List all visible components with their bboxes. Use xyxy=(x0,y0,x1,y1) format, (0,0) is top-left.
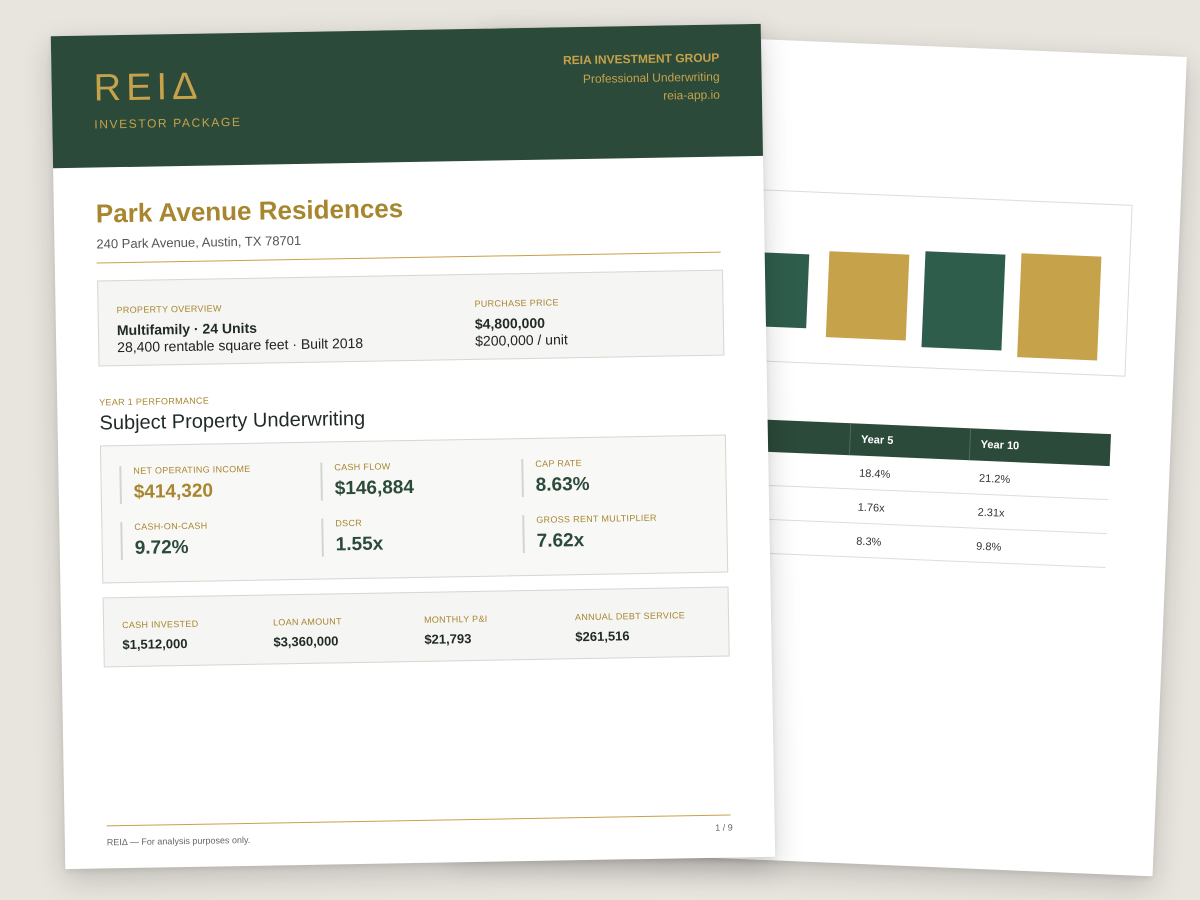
metrics-box: NET OPERATING INCOME $414,320 CASH FLOW $14… xyxy=(99,434,729,584)
property-name: Park Avenue Residences xyxy=(95,193,404,229)
price-label: PURCHASE PRICE xyxy=(474,297,559,309)
overview-label: PROPERTY OVERVIEW xyxy=(116,303,222,316)
financing-item: MONTHLY P&I $21,793 xyxy=(424,614,488,647)
financing-value: $1,512,000 xyxy=(122,635,188,653)
header-band: REIΔ INVESTOR PACKAGE REIA INVESTMENT GR… xyxy=(50,23,763,169)
metric: DSCR 1.55x xyxy=(321,517,384,557)
metric: GROSS RENT MULTIPLIER 7.62x xyxy=(522,512,658,554)
company-tagline: Professional Underwriting xyxy=(582,69,720,86)
overview-box: PROPERTY OVERVIEW Multifamily · 24 Units… xyxy=(97,269,725,367)
bar-shape xyxy=(825,251,910,341)
logo: REIΔ xyxy=(93,65,203,110)
company-name: REIA INVESTMENT GROUP xyxy=(562,50,720,68)
metric-label: DSCR xyxy=(335,517,363,529)
divider xyxy=(96,251,721,264)
table-cell: 8.3% xyxy=(856,535,882,549)
price-per-unit: $200,000 / unit xyxy=(475,331,568,349)
metric-label: CAP RATE xyxy=(535,458,582,469)
metric: CASH-ON-CASH 9.72% xyxy=(120,520,209,561)
metric-label: NET OPERATING INCOME xyxy=(133,463,251,476)
table-cell: 21.2% xyxy=(978,472,1011,486)
property-details: 28,400 rentable square feet · Built 2018 xyxy=(117,334,364,356)
metric-label: GROSS RENT MULTIPLIER xyxy=(536,512,657,525)
header-cell: Year 5 xyxy=(850,423,972,461)
financing-item: ANNUAL DEBT SERVICE $261,516 xyxy=(575,610,686,644)
table-cell: 18.4% xyxy=(858,467,891,481)
financing-item: LOAN AMOUNT $3,360,000 xyxy=(273,616,342,649)
metric: CASH FLOW $146,884 xyxy=(320,460,415,501)
property-address: 240 Park Avenue, Austin, TX 78701 xyxy=(96,232,302,252)
purchase-price: $4,800,000 xyxy=(474,314,546,332)
financing-label: MONTHLY P&I xyxy=(423,613,488,625)
financing-item: CASH INVESTED $1,512,000 xyxy=(122,619,199,652)
table-cell: 1.76x xyxy=(857,501,885,515)
metric: NET OPERATING INCOME $414,320 xyxy=(119,463,252,505)
metric-value: 9.72% xyxy=(134,536,189,559)
metric-value: $146,884 xyxy=(334,476,415,500)
front-page: REIΔ INVESTOR PACKAGE REIA INVESTMENT GR… xyxy=(50,23,776,870)
section-eyebrow: YEAR 1 PERFORMANCE xyxy=(99,395,210,408)
bar-shape xyxy=(1017,253,1102,361)
metric-value: 7.62x xyxy=(536,530,585,552)
metric: CAP RATE 8.63% xyxy=(521,457,590,498)
metric-value: 8.63% xyxy=(535,473,590,496)
footer-note: REIΔ — For analysis purposes only. xyxy=(106,834,251,848)
footer-divider xyxy=(106,814,731,827)
metric-label: CASH-ON-CASH xyxy=(134,520,208,532)
financing-value: $3,360,000 xyxy=(273,633,339,650)
financing-label: LOAN AMOUNT xyxy=(272,616,342,628)
header-subtitle: INVESTOR PACKAGE xyxy=(94,114,242,132)
financing-label: ANNUAL DEBT SERVICE xyxy=(574,610,686,623)
table-cell: 9.8% xyxy=(975,540,1002,554)
financing-box: CASH INVESTED $1,512,000 LOAN AMOUNT $3,360… xyxy=(102,586,730,668)
metric-label: CASH FLOW xyxy=(334,461,391,473)
metric-value: 1.55x xyxy=(335,533,384,556)
bar-shape xyxy=(921,251,1006,351)
financing-value: $261,516 xyxy=(575,628,630,645)
financing-value: $21,793 xyxy=(424,631,472,647)
company-website: reia-app.io xyxy=(663,87,721,103)
financing-label: CASH INVESTED xyxy=(121,618,199,631)
metric-value: $414,320 xyxy=(133,480,214,503)
table-cell: 2.31x xyxy=(977,506,1005,520)
property-type: Multifamily · 24 Units xyxy=(116,319,258,339)
section-title: Subject Property Underwriting xyxy=(99,407,366,435)
page-number: 1 / 9 xyxy=(715,822,733,833)
